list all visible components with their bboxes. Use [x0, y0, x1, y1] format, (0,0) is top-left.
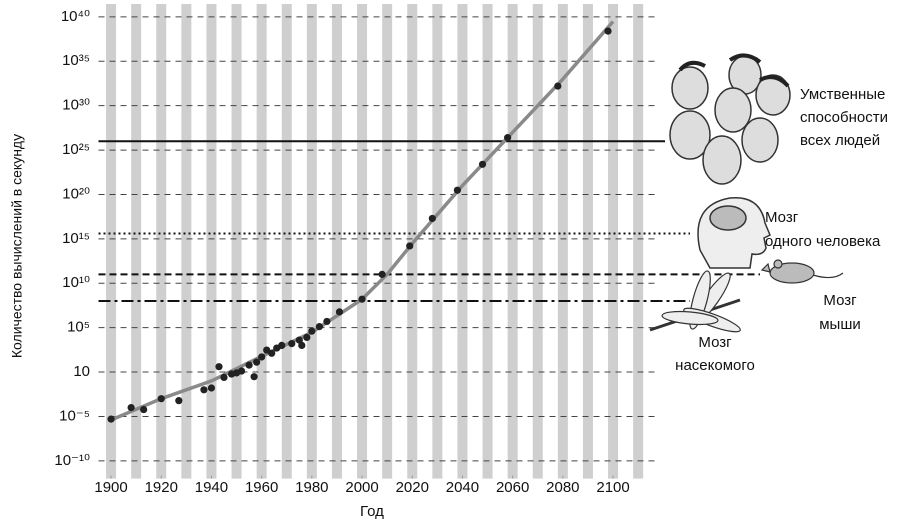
- grid-band: [482, 4, 493, 479]
- reference-label: всех людей: [800, 132, 880, 149]
- grid-band: [306, 4, 317, 479]
- data-point: [303, 333, 311, 341]
- data-point: [295, 336, 303, 344]
- reference-label: одного человека: [765, 233, 881, 250]
- data-point: [378, 270, 386, 278]
- data-point: [504, 134, 512, 142]
- data-point: [268, 349, 276, 357]
- grid-band: [457, 4, 468, 479]
- data-point: [428, 214, 436, 223]
- grid-band: [432, 4, 443, 479]
- y-axis-label: Количество вычислений в секунду: [9, 134, 25, 358]
- reference-label: мыши: [819, 316, 861, 333]
- grid-band: [582, 4, 593, 479]
- x-axis-label: Год: [360, 503, 384, 520]
- data-point: [554, 82, 562, 90]
- x-tick-label: 2020: [396, 479, 429, 496]
- y-tick-label: 10⁻⁵: [59, 407, 90, 424]
- data-point: [237, 367, 246, 375]
- grid-band: [256, 4, 267, 479]
- data-point: [175, 397, 183, 405]
- brain-illustration: [697, 196, 771, 269]
- x-tick-label: 1980: [295, 479, 328, 496]
- data-point: [127, 403, 135, 412]
- data-point: [604, 27, 612, 35]
- x-tick-label: 2000: [345, 479, 378, 496]
- data-point: [253, 358, 261, 366]
- data-point: [478, 160, 487, 168]
- reference-label: способности: [800, 109, 888, 126]
- y-tick-label: 10⁻¹⁰: [54, 452, 90, 469]
- data-point: [258, 353, 266, 361]
- grid-band: [331, 4, 342, 479]
- grid-band: [633, 4, 644, 479]
- data-point: [220, 373, 228, 381]
- x-tick-label: 2040: [446, 479, 479, 496]
- y-tick-label: 10²⁵: [62, 141, 90, 158]
- trend-line: [110, 20, 615, 422]
- data-point: [406, 242, 414, 250]
- y-tick-label: 10³⁰: [62, 97, 90, 114]
- data-point: [323, 317, 331, 326]
- heads-illustration: [669, 53, 791, 185]
- grid-band: [131, 4, 142, 479]
- data-point: [207, 384, 216, 392]
- grid-band: [382, 4, 393, 479]
- x-tick-label: 2100: [596, 479, 629, 496]
- data-point: [245, 361, 253, 369]
- reference-label: Умственные: [800, 86, 885, 103]
- reference-label: Мозг: [698, 334, 732, 351]
- y-tick-label: 10⁵: [67, 319, 90, 336]
- x-tick-label: 1940: [195, 479, 228, 496]
- reference-label: Мозг: [823, 292, 857, 309]
- grid-band: [281, 4, 292, 479]
- data-point: [200, 386, 208, 394]
- data-point: [278, 341, 286, 350]
- x-tick-label: 1900: [94, 479, 127, 496]
- grid-band: [106, 4, 117, 479]
- data-point: [140, 405, 148, 414]
- grid-band: [231, 4, 242, 479]
- y-tick-label: 10³⁵: [62, 52, 90, 69]
- grid-band: [357, 4, 368, 479]
- dragonfly-illustration: [649, 270, 741, 333]
- data-point: [288, 339, 296, 348]
- data-point: [315, 323, 323, 331]
- x-tick-label: 1920: [145, 479, 178, 496]
- data-point: [335, 308, 344, 316]
- grid-band: [608, 4, 619, 479]
- data-point: [107, 415, 115, 423]
- y-tick-label: 10²⁰: [62, 185, 90, 202]
- data-point: [358, 295, 366, 303]
- grid-band: [557, 4, 568, 479]
- data-point: [250, 373, 258, 381]
- data-point: [215, 363, 223, 371]
- x-tick-label: 2060: [496, 479, 529, 496]
- data-point: [453, 186, 462, 194]
- y-tick-label: 10¹⁵: [62, 230, 90, 247]
- x-tick-label: 1960: [245, 479, 278, 496]
- grid-band: [532, 4, 543, 479]
- grid-bands: [106, 4, 644, 479]
- reference-label: насекомого: [675, 357, 755, 374]
- data-point: [298, 341, 306, 350]
- grid-band: [507, 4, 518, 479]
- y-tick-label: 10¹⁰: [62, 274, 90, 291]
- grid-band: [206, 4, 217, 479]
- mouse-illustration: [760, 259, 844, 284]
- y-tick-label: 10: [73, 363, 90, 380]
- reference-label: Мозг: [765, 209, 799, 226]
- x-tick-label: 2080: [546, 479, 579, 496]
- grid-band: [181, 4, 192, 479]
- plot: [98, 16, 760, 479]
- y-tick-label: 10⁴⁰: [61, 8, 90, 25]
- data-point: [157, 395, 165, 403]
- data-point: [308, 327, 316, 335]
- grid-band: [156, 4, 167, 479]
